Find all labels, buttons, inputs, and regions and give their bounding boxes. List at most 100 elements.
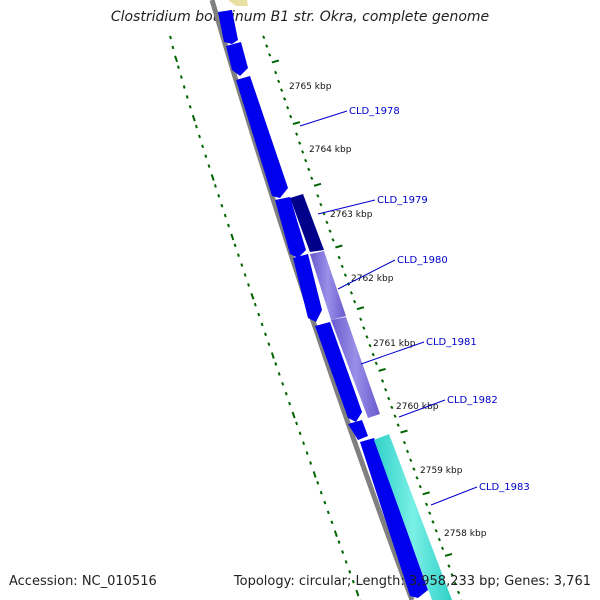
ruler-minor-tick — [283, 97, 287, 101]
gene-cld-1979 — [290, 194, 324, 252]
gc-dot — [298, 431, 302, 436]
gc-dot — [264, 332, 267, 337]
gc-dot — [309, 461, 313, 465]
ruler-minor-tick — [415, 476, 419, 480]
gc-dot — [341, 550, 345, 554]
ruler-minor-tick — [418, 484, 422, 489]
cds-arrow — [360, 438, 428, 598]
leader-line — [360, 341, 425, 365]
gc-dot — [230, 233, 235, 241]
gene-label-cld-1980[interactable]: CLD_1980 — [397, 255, 448, 266]
ruler-label-2758: 2758 kbp — [444, 529, 487, 539]
gc-dot — [333, 530, 338, 538]
ruler-minor-tick — [304, 158, 308, 163]
gc-dot — [179, 75, 183, 79]
ruler-minor-tick — [384, 387, 388, 392]
ruler-label-2760: 2760 kbp — [396, 402, 439, 412]
gc-dot — [355, 589, 360, 597]
page-title: Clostridium botulinum B1 str. Okra, comp… — [110, 9, 490, 25]
gc-dot — [257, 312, 261, 317]
ruler-minor-tick — [325, 220, 329, 225]
accession-label: Accession: NC_010516 — [9, 574, 157, 589]
gene-label-cld-1983[interactable]: CLD_1983 — [479, 482, 530, 493]
ruler-minor-tick — [340, 264, 344, 269]
ruler-minor-tick — [447, 564, 451, 568]
gene-label-cld-1978[interactable]: CLD_1978 — [349, 106, 400, 117]
gene-cld-1983 — [374, 434, 452, 600]
ruler-minor-tick — [402, 440, 407, 445]
ruler-minor-tick — [380, 379, 385, 383]
gc-dot — [319, 490, 323, 495]
gc-dot — [312, 471, 317, 478]
ruler-label-2761: 2761 kbp — [373, 339, 416, 349]
ruler-minor-tick — [453, 581, 457, 586]
ruler-major-tick — [292, 121, 301, 126]
ruler-major-tick — [444, 552, 453, 557]
gc-dot — [295, 421, 299, 426]
ruler-minor-tick — [310, 176, 314, 181]
cds-arrow — [293, 254, 322, 322]
leader-line — [299, 110, 348, 127]
ruler-minor-tick — [337, 255, 341, 260]
ruler-minor-tick — [274, 70, 278, 75]
gc-dot — [227, 223, 230, 228]
ruler-minor-tick — [265, 44, 269, 48]
ruler-minor-tick — [428, 511, 432, 515]
ruler-minor-tick — [331, 238, 335, 242]
gc-dot — [337, 540, 341, 544]
ruler-minor-tick — [405, 449, 410, 454]
ruler-minor-tick — [280, 88, 284, 92]
ruler-minor-tick — [424, 502, 429, 507]
gc-dot — [233, 243, 237, 248]
gc-dot — [326, 510, 330, 515]
genome-summary: Topology: circular; Length: 3,958,233 bp… — [233, 574, 591, 589]
gc-dot — [302, 441, 306, 446]
ruler-minor-tick — [365, 335, 369, 339]
gc-dot — [277, 372, 281, 376]
ruler-major-tick — [422, 491, 430, 496]
gc-dot — [188, 104, 192, 109]
gc-dot — [194, 124, 198, 129]
gc-dot — [201, 144, 205, 149]
leader-line — [398, 399, 446, 418]
ruler-minor-tick — [450, 573, 454, 577]
ruler-minor-tick — [396, 423, 400, 427]
gc-dot — [243, 273, 247, 277]
gc-dot — [240, 263, 244, 267]
gc-dot — [351, 579, 355, 584]
cds-arrow — [315, 322, 362, 422]
gc-dot — [174, 55, 179, 63]
gene-label-cld-1979[interactable]: CLD_1979 — [377, 195, 428, 206]
gc-dot — [323, 500, 327, 505]
gc-dot — [223, 213, 227, 218]
ruler-minor-tick — [316, 194, 320, 198]
ruler-label-2762: 2762 kbp — [351, 274, 394, 284]
ruler-minor-tick — [412, 467, 416, 471]
ruler-minor-tick — [387, 396, 391, 401]
ruler-minor-tick — [431, 520, 435, 524]
leader-line — [337, 259, 396, 290]
ruler-minor-tick — [262, 35, 266, 40]
ruler-label-2764: 2764 kbp — [309, 145, 352, 155]
ruler-minor-tick — [371, 352, 375, 357]
gc-dot — [267, 342, 271, 347]
cds-arrow — [348, 420, 368, 440]
ruler-major-tick — [313, 182, 322, 187]
gc-dot — [169, 35, 172, 40]
gene-label-cld-1981[interactable]: CLD_1981 — [426, 337, 477, 348]
ruler-minor-tick — [437, 537, 441, 542]
gene-label-cld-1982[interactable]: CLD_1982 — [447, 395, 498, 406]
ruler-minor-tick — [434, 528, 438, 533]
gc-dot — [281, 381, 285, 386]
cds-arrow — [275, 197, 306, 258]
gc-dot — [198, 134, 201, 139]
ruler-minor-tick — [268, 53, 272, 57]
feature-yellow — [228, 0, 248, 6]
gc-dot — [330, 520, 334, 525]
cds-arrow — [226, 42, 248, 76]
ruler-minor-tick — [374, 361, 378, 366]
ruler-minor-tick — [368, 343, 372, 348]
cds-arrow — [218, 10, 238, 44]
